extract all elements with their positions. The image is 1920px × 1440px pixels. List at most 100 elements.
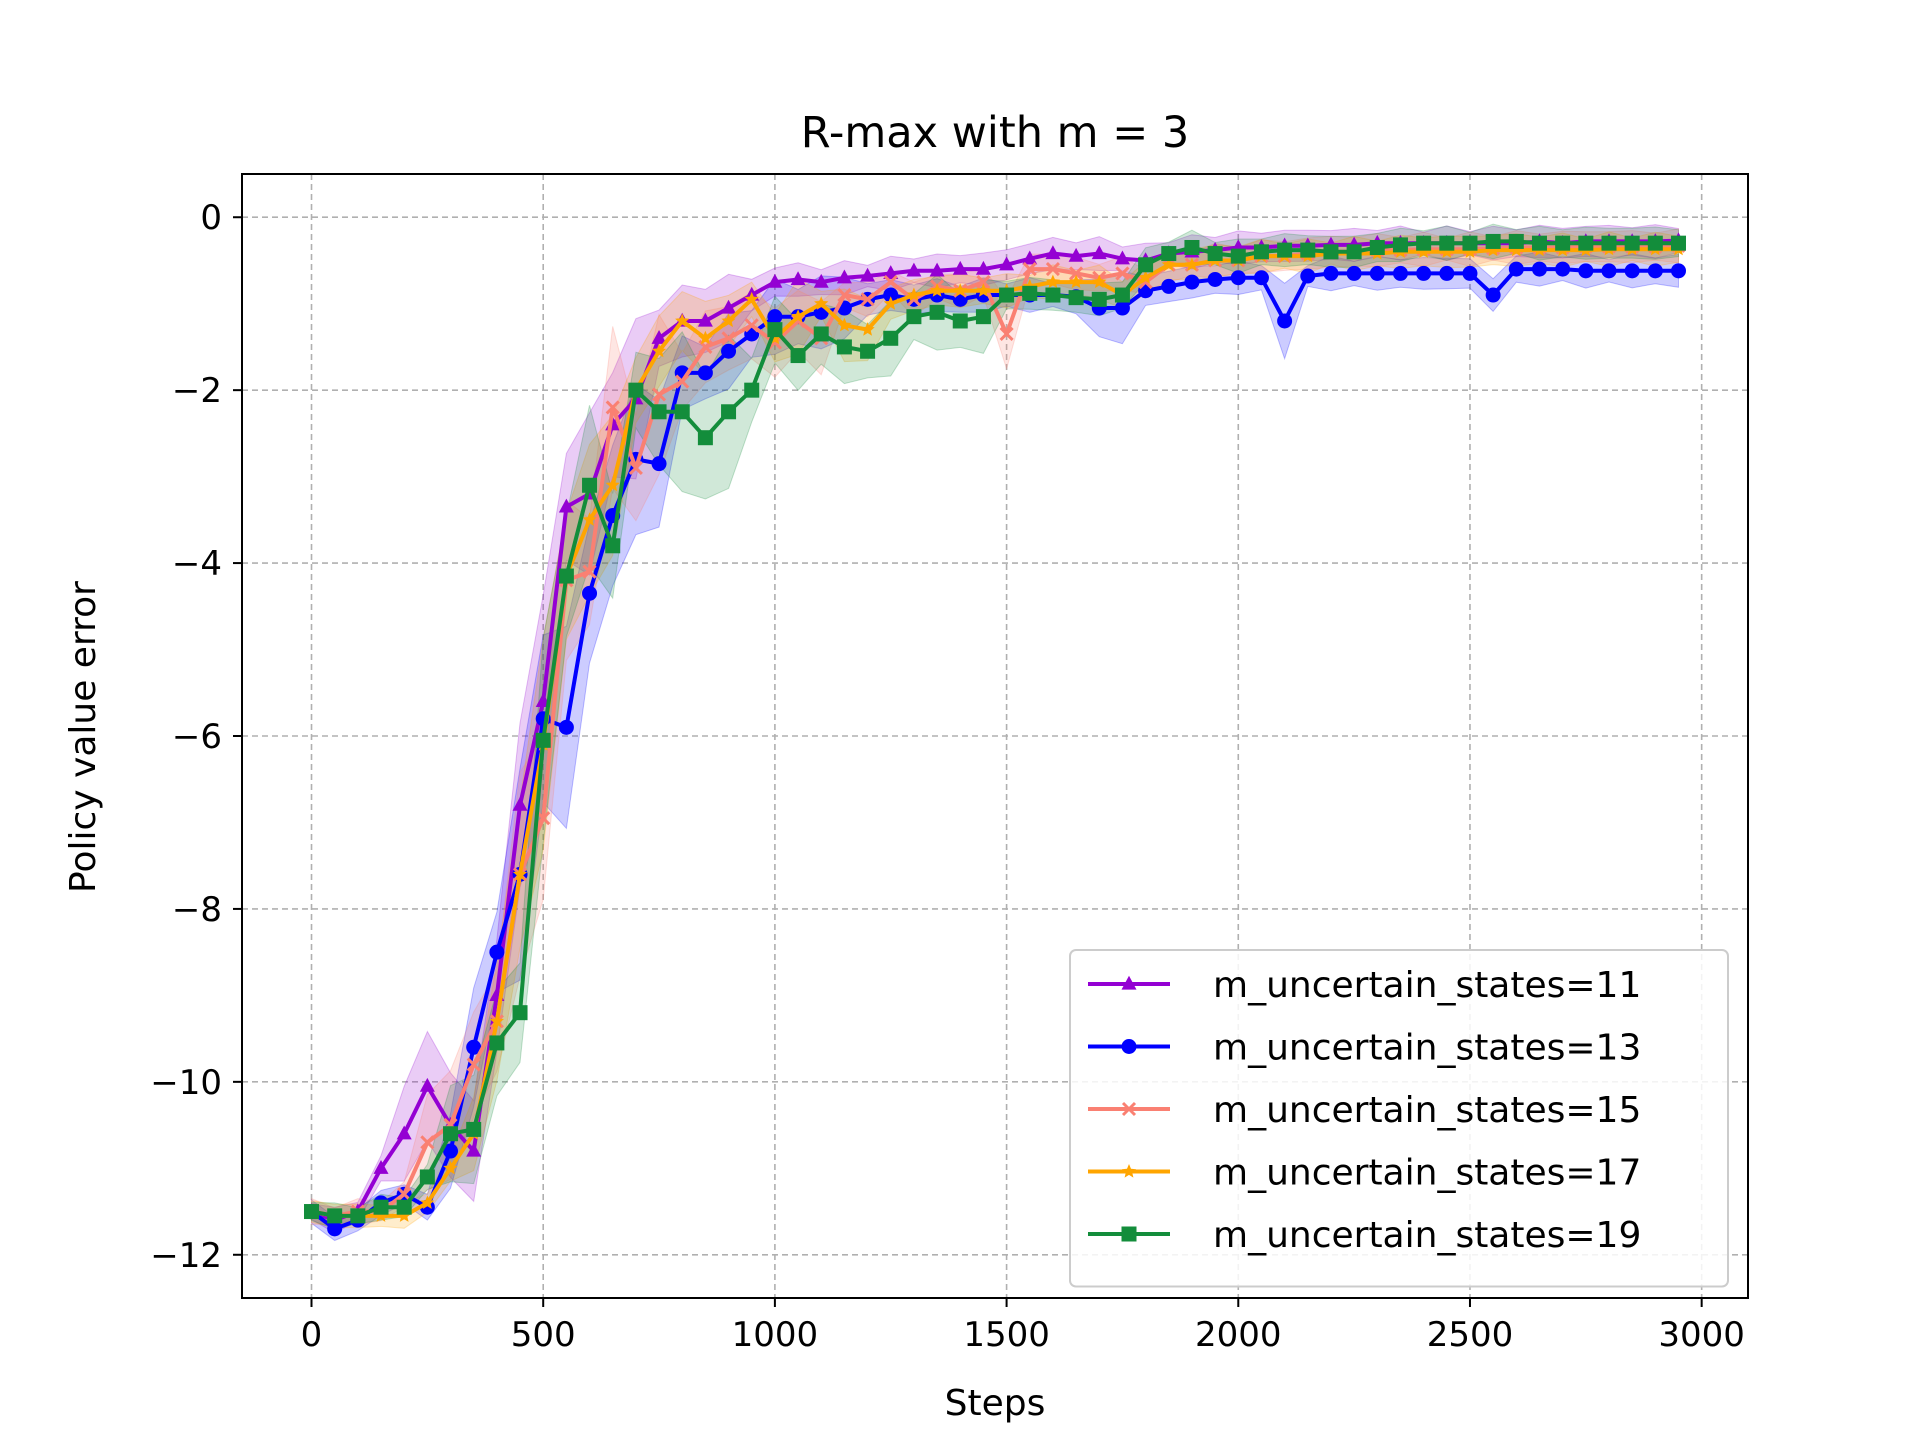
data-point bbox=[628, 382, 644, 398]
data-point bbox=[675, 374, 690, 389]
data-point bbox=[651, 343, 667, 358]
data-point bbox=[1485, 287, 1501, 303]
data-point bbox=[953, 283, 968, 297]
legend-marker bbox=[1121, 1164, 1137, 1178]
marker-stroke bbox=[1069, 266, 1084, 281]
data-point bbox=[396, 1199, 412, 1215]
data-point bbox=[1485, 233, 1501, 249]
legend-label: m_uncertain_states=19 bbox=[1213, 1215, 1641, 1256]
marker-stroke bbox=[420, 1135, 435, 1150]
data-point bbox=[1300, 268, 1316, 284]
data-point bbox=[605, 477, 620, 492]
data-point bbox=[558, 719, 574, 735]
data-point bbox=[1578, 235, 1594, 251]
data-point bbox=[1392, 265, 1408, 281]
data-point bbox=[698, 330, 713, 345]
data-point bbox=[651, 387, 667, 402]
data-point bbox=[1184, 274, 1200, 290]
marker-stroke bbox=[860, 292, 875, 307]
legend-label: m_uncertain_states=11 bbox=[1213, 965, 1641, 1006]
data-point bbox=[396, 1125, 412, 1140]
legend-marker bbox=[1121, 1226, 1137, 1242]
y-tick-label: −6 bbox=[172, 717, 222, 757]
y-tick-label: −10 bbox=[150, 1063, 222, 1103]
marker-stroke bbox=[536, 811, 551, 826]
data-point bbox=[466, 1039, 482, 1055]
data-point bbox=[1161, 257, 1176, 271]
data-point bbox=[466, 1121, 482, 1137]
x-tick-label: 2000 bbox=[1195, 1315, 1282, 1355]
data-point bbox=[767, 309, 783, 325]
legend-marker bbox=[1121, 1101, 1137, 1117]
data-point bbox=[1115, 266, 1130, 281]
data-point bbox=[814, 296, 829, 310]
data-point bbox=[999, 256, 1015, 271]
data-point bbox=[906, 262, 922, 277]
marker-stroke bbox=[397, 1187, 412, 1202]
data-point bbox=[1091, 291, 1107, 307]
data-point bbox=[929, 304, 945, 320]
marker-stroke bbox=[1115, 266, 1130, 281]
data-point bbox=[906, 309, 922, 325]
data-point bbox=[1346, 265, 1362, 281]
data-point bbox=[721, 343, 737, 359]
data-point bbox=[327, 1221, 343, 1237]
legend-label: m_uncertain_states=15 bbox=[1213, 1090, 1641, 1131]
data-point bbox=[1555, 235, 1571, 251]
legend-entry: m_uncertain_states=13 bbox=[1088, 1028, 1641, 1069]
data-point bbox=[675, 313, 690, 328]
data-point bbox=[975, 309, 991, 325]
data-point bbox=[767, 273, 783, 288]
data-point bbox=[1022, 250, 1038, 265]
marker-stroke bbox=[1121, 1101, 1137, 1117]
data-point bbox=[767, 322, 783, 338]
y-tick-label: 0 bbox=[200, 198, 222, 238]
data-point bbox=[1068, 290, 1084, 306]
data-point bbox=[1300, 242, 1316, 258]
data-point bbox=[744, 291, 759, 306]
legend-box bbox=[1069, 949, 1729, 1288]
data-point bbox=[605, 538, 621, 554]
marker-stroke bbox=[1045, 262, 1060, 277]
data-point bbox=[929, 262, 945, 277]
data-point bbox=[790, 271, 806, 286]
data-point bbox=[1230, 270, 1246, 286]
data-point bbox=[1670, 263, 1686, 279]
data-point bbox=[1323, 265, 1339, 281]
legend-marker bbox=[1121, 1039, 1137, 1054]
data-point bbox=[443, 1160, 458, 1175]
marker-stroke bbox=[605, 400, 620, 415]
data-point bbox=[883, 330, 899, 346]
x-tick-label: 2500 bbox=[1427, 1315, 1514, 1355]
data-point bbox=[697, 430, 713, 446]
data-point bbox=[929, 283, 945, 297]
legend: m_uncertain_states=11 m_uncertain_states=… bbox=[1069, 949, 1729, 1288]
data-point bbox=[999, 326, 1014, 342]
data-point bbox=[350, 1208, 366, 1224]
marker-stroke bbox=[721, 331, 736, 346]
marker-stroke bbox=[651, 387, 667, 402]
data-point bbox=[582, 477, 598, 493]
data-point bbox=[419, 1077, 435, 1092]
data-point bbox=[582, 585, 598, 601]
data-point bbox=[512, 796, 528, 811]
data-point bbox=[721, 299, 737, 314]
data-point bbox=[837, 317, 852, 332]
axis-ticks: 0 500 1000 1500 2000 2500 3000 0 −2 −4 −6 −8 −10 −12 bbox=[150, 198, 1745, 1355]
data-point bbox=[1624, 263, 1640, 279]
data-point bbox=[397, 1208, 412, 1222]
data-point bbox=[1253, 244, 1269, 260]
x-tick-label: 500 bbox=[511, 1315, 576, 1355]
data-point bbox=[582, 564, 597, 579]
marker-stroke bbox=[628, 460, 643, 476]
marker-stroke bbox=[744, 318, 759, 333]
data-point bbox=[976, 283, 991, 297]
marker-stroke bbox=[466, 1057, 481, 1072]
data-point bbox=[1601, 263, 1617, 279]
data-point bbox=[790, 348, 806, 364]
data-point bbox=[975, 260, 991, 275]
x-tick-label: 1500 bbox=[963, 1315, 1050, 1355]
y-axis-label: Policy value error bbox=[63, 581, 104, 893]
data-point bbox=[1439, 235, 1455, 251]
